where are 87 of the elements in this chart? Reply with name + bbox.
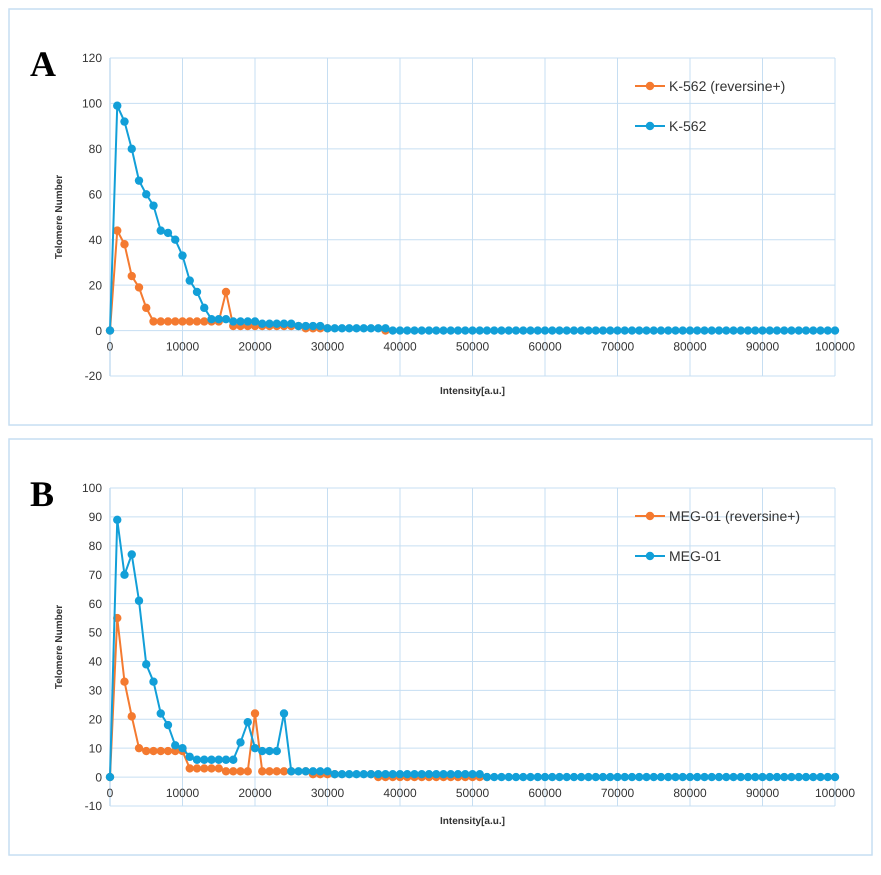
chart-title: A — [30, 44, 56, 84]
point — [134, 744, 144, 752]
y-tick-label: 70 — [88, 568, 102, 582]
x-tick-label: 10000 — [166, 340, 200, 354]
x-tick-label: 100000 — [814, 340, 856, 354]
x-tick-label: 80000 — [673, 786, 708, 800]
y-tick-label: 30 — [88, 684, 102, 698]
point — [272, 767, 281, 776]
y-axis-title: Telomere Number — [54, 604, 65, 690]
x-axis-title: Intensity[a.u.] — [440, 386, 506, 397]
point — [156, 746, 165, 756]
y-tick-label: 40 — [88, 232, 102, 247]
x-tick-label: 40000 — [383, 340, 418, 354]
point — [128, 272, 136, 280]
point — [149, 317, 158, 326]
y-tick-label: -20 — [84, 369, 102, 384]
point — [149, 746, 158, 756]
point — [134, 283, 144, 292]
point — [186, 764, 194, 773]
point — [164, 746, 172, 756]
legend-label: MEG-01 (reversine+) — [669, 508, 800, 524]
y-tick-label: 50 — [88, 626, 102, 640]
y-tick-label: 80 — [88, 539, 102, 554]
point — [142, 746, 150, 756]
x-tick-label: 0 — [106, 786, 114, 800]
point — [280, 767, 288, 776]
point — [222, 767, 230, 776]
point — [258, 767, 266, 776]
x-tick-label: 20000 — [238, 786, 272, 800]
x-tick-label: 10000 — [166, 786, 200, 800]
y-tick-label: 120 — [82, 51, 102, 66]
x-tick-label: 50000 — [456, 340, 490, 354]
y-tick-label: 60 — [88, 596, 102, 611]
x-tick-label: 30000 — [310, 786, 345, 800]
point — [192, 764, 202, 773]
x-tick-label: 60000 — [528, 786, 562, 800]
x-tick-label: 40000 — [383, 786, 418, 800]
legend-label: K-562 — [669, 118, 707, 134]
x-tick-label: 90000 — [746, 340, 780, 354]
chart-title: B — [30, 474, 54, 514]
point — [207, 764, 216, 773]
y-tick-label: 60 — [88, 187, 102, 202]
point — [192, 317, 202, 326]
point — [171, 317, 180, 326]
x-tick-label: 50000 — [456, 786, 490, 800]
point — [229, 767, 238, 776]
x-tick-label: 0 — [106, 340, 114, 354]
point — [250, 709, 260, 718]
y-tick-label: 90 — [88, 510, 102, 524]
x-tick-label: 90000 — [746, 786, 780, 800]
point — [186, 317, 194, 326]
x-tick-label: 70000 — [600, 786, 635, 800]
y-tick-label: 20 — [88, 712, 102, 726]
y-tick-label: 100 — [82, 481, 102, 496]
point — [214, 764, 223, 773]
point — [113, 226, 122, 235]
y-axis-title: Telomere Number — [54, 174, 65, 260]
point — [200, 764, 208, 773]
point — [244, 767, 252, 776]
y-tick-label: 10 — [88, 741, 102, 756]
y-tick-label: 100 — [82, 96, 102, 111]
point — [236, 767, 245, 776]
point — [120, 240, 129, 248]
x-tick-label: 70000 — [600, 340, 635, 354]
point — [200, 317, 208, 326]
point — [222, 288, 230, 296]
y-tick-label: 20 — [88, 278, 102, 292]
legend-label: K-562 (reversine+) — [669, 78, 786, 94]
x-tick-label: 20000 — [238, 340, 272, 354]
point — [142, 304, 150, 312]
x-tick-label: 80000 — [673, 340, 708, 354]
x-tick-label: 100000 — [814, 786, 856, 800]
y-tick-label: 0 — [95, 770, 102, 784]
y-tick-label: -10 — [84, 799, 102, 814]
point — [120, 677, 129, 686]
point — [178, 317, 187, 326]
x-tick-label: 60000 — [528, 340, 562, 354]
point — [265, 767, 274, 776]
point — [164, 317, 172, 326]
y-tick-label: 80 — [88, 142, 102, 156]
point — [128, 712, 136, 721]
point — [156, 317, 165, 326]
x-tick-label: 30000 — [310, 340, 345, 354]
legend-label: MEG-01 — [669, 548, 722, 564]
y-tick-label: 40 — [88, 654, 102, 669]
y-tick-label: 0 — [95, 324, 102, 338]
x-axis-title: Intensity[a.u.] — [440, 816, 506, 827]
